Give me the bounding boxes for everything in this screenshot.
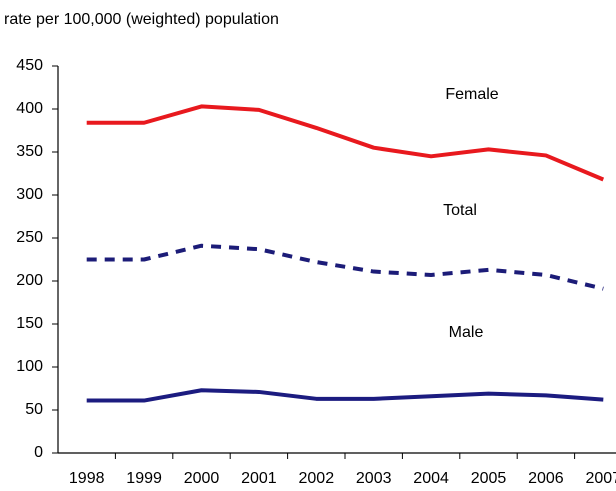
y-tick-label: 150: [16, 315, 43, 332]
x-tick-label: 1998: [69, 470, 105, 487]
series-line: [86, 104, 605, 182]
x-tick-label: 2006: [528, 470, 564, 487]
y-tick-label: 350: [16, 143, 43, 160]
y-tick-label: 300: [16, 186, 43, 203]
series-label: Female: [445, 86, 498, 103]
y-tick-label: 400: [16, 100, 43, 117]
x-tick-label: 2001: [241, 470, 277, 487]
y-tick-label: 0: [34, 444, 43, 461]
series-label: Total: [443, 202, 477, 219]
y-tick-label: 450: [16, 57, 43, 74]
series-line: [86, 388, 604, 403]
x-tick-label: 2002: [299, 470, 335, 487]
x-tick-label: 1999: [126, 470, 162, 487]
series-label: Male: [449, 324, 484, 341]
x-tick-label: 2003: [356, 470, 392, 487]
x-tick-label: 2000: [184, 470, 220, 487]
x-tick-label: 2005: [471, 470, 507, 487]
y-tick-label: 250: [16, 229, 43, 246]
y-tick-label: 50: [25, 401, 43, 418]
y-axis-label: rate per 100,000 (weighted) population: [4, 11, 279, 28]
y-tick-label: 200: [16, 272, 43, 289]
series-line: [86, 243, 604, 291]
x-tick-label: 2007: [586, 470, 616, 487]
x-tick-label: 2004: [413, 470, 449, 487]
y-tick-label: 100: [16, 358, 43, 375]
